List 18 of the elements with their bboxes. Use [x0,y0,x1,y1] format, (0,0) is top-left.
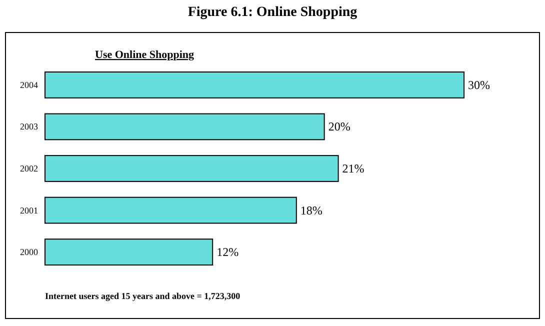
y-tick-label: 2002 [20,164,38,174]
data-label: 20% [328,120,350,134]
chart-subtitle: Use Online Shopping [95,49,195,61]
data-label: 12% [216,245,239,260]
text: Internet users aged 15 years and above = 1,723,300 [45,291,241,301]
y-tick-label: 2004 [20,80,38,90]
bar [44,155,339,182]
data-label: 21% [342,162,364,176]
bar [44,113,325,140]
bar [44,196,297,224]
bar [44,238,214,266]
data-label: 30% [468,78,490,92]
y-tick-label: 2000 [20,247,38,258]
y-tick-label: 2001 [20,205,38,216]
chart-title: Figure 6.1: Online Shopping [188,5,358,20]
bar [44,72,464,98]
y-tick-label: 2003 [20,122,38,132]
data-label: 18% [300,203,322,218]
